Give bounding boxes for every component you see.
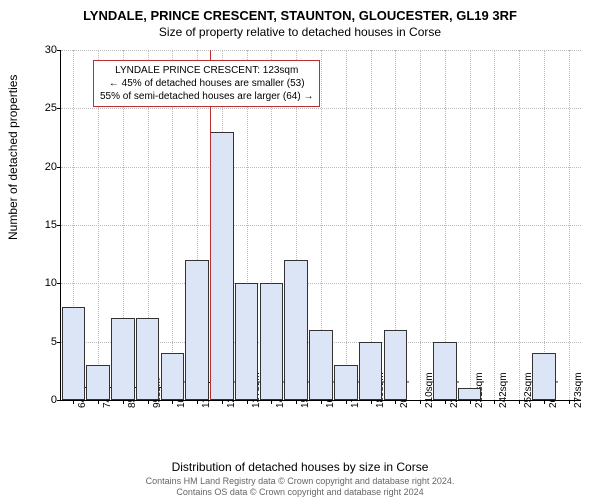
ytick-mark [57,108,61,109]
bar [334,365,358,400]
attribution: Contains HM Land Registry data © Crown c… [0,476,600,498]
annotation-line: LYNDALE PRINCE CRESCENT: 123sqm [100,64,313,77]
bar [359,342,383,400]
ytick-label: 0 [31,394,57,406]
bar [210,132,234,400]
gridline-v [544,50,545,400]
xtick-mark [148,400,149,404]
xtick-label: 273sqm [573,372,584,408]
attribution-line-2: Contains OS data © Crown copyright and d… [176,487,423,497]
bar [185,260,209,400]
bar [136,318,160,400]
bar [111,318,135,400]
attribution-line-1: Contains HM Land Registry data © Crown c… [146,476,455,486]
bar [458,388,482,400]
bar [235,283,259,400]
xtick-mark [544,400,545,404]
annotation-line: 55% of semi-detached houses are larger (… [100,90,313,103]
x-axis-label: Distribution of detached houses by size … [0,460,600,474]
gridline-v [346,50,347,400]
ytick-mark [57,400,61,401]
bar [161,353,185,400]
ytick-label: 30 [31,44,57,56]
xtick-mark [123,400,124,404]
xtick-mark [569,400,570,404]
xtick-mark [296,400,297,404]
xtick-mark [197,400,198,404]
xtick-mark [445,400,446,404]
ytick-label: 20 [31,161,57,173]
xtick-mark [247,400,248,404]
xtick-mark [346,400,347,404]
ytick-mark [57,167,61,168]
bar [284,260,308,400]
gridline-v [519,50,520,400]
bar [86,365,110,400]
xtick-mark [222,400,223,404]
plot-area: 05101520253064sqm74sqm85sqm95sqm106sqm11… [60,50,580,400]
xtick-mark [98,400,99,404]
bar [384,330,408,400]
bar [260,283,284,400]
gridline-v [470,50,471,400]
ytick-label: 15 [31,219,57,231]
xtick-mark [73,400,74,404]
bar [309,330,333,400]
gridline-v [494,50,495,400]
chart-subtitle: Size of property relative to detached ho… [0,23,600,39]
xtick-mark [371,400,372,404]
ytick-label: 10 [31,277,57,289]
gridline-v [569,50,570,400]
ytick-label: 5 [31,336,57,348]
xtick-mark [470,400,471,404]
xtick-mark [420,400,421,404]
xtick-mark [494,400,495,404]
bar [433,342,457,400]
ytick-mark [57,342,61,343]
y-axis-label: Number of detached properties [6,75,20,240]
ytick-mark [57,225,61,226]
ytick-mark [57,283,61,284]
xtick-mark [172,400,173,404]
bar [532,353,556,400]
chart-title: LYNDALE, PRINCE CRESCENT, STAUNTON, GLOU… [0,0,600,23]
gridline-v [420,50,421,400]
xtick-label: 242sqm [498,372,509,408]
bar [62,307,86,400]
annotation-line: ← 45% of detached houses are smaller (53… [100,77,313,90]
xtick-mark [271,400,272,404]
xtick-mark [395,400,396,404]
xtick-mark [321,400,322,404]
annotation-box: LYNDALE PRINCE CRESCENT: 123sqm← 45% of … [93,60,320,107]
xtick-mark [519,400,520,404]
plot-inner: 05101520253064sqm74sqm85sqm95sqm106sqm11… [60,50,581,401]
ytick-label: 25 [31,102,57,114]
ytick-mark [57,50,61,51]
